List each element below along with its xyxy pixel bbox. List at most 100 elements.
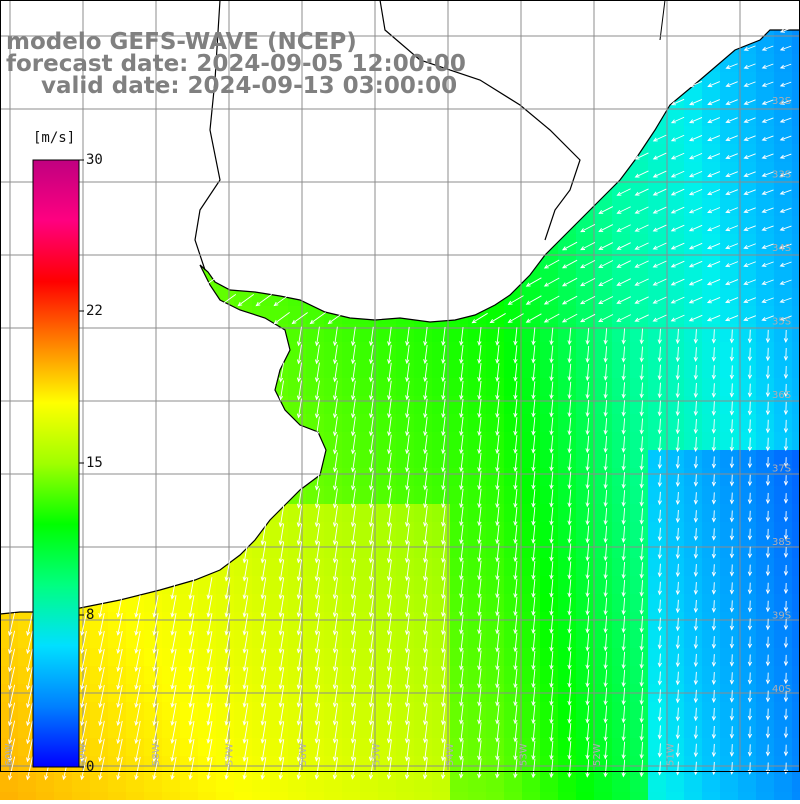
- speed-cell: [630, 486, 648, 504]
- valid-date: valid date: 2024-09-13 03:00:00: [41, 74, 457, 98]
- speed-cell: [792, 216, 800, 234]
- speed-cell: [450, 612, 468, 630]
- speed-cell: [738, 468, 756, 486]
- speed-cell: [432, 792, 450, 800]
- speed-cell: [576, 486, 594, 504]
- speed-cell: [774, 126, 792, 144]
- speed-cell: [720, 648, 738, 666]
- speed-cell: [576, 702, 594, 720]
- speed-cell: [702, 270, 720, 288]
- speed-cell: [666, 126, 684, 144]
- speed-cell: [792, 576, 800, 594]
- speed-cell: [324, 792, 342, 800]
- lon-label: 60W: [4, 743, 15, 766]
- speed-cell: [774, 72, 792, 90]
- speed-cell: [720, 504, 738, 522]
- speed-cell: [306, 504, 324, 522]
- speed-cell: [468, 396, 486, 414]
- speed-cell: [306, 774, 324, 792]
- speed-cell: [630, 576, 648, 594]
- speed-cell: [414, 576, 432, 594]
- speed-cell: [342, 360, 360, 378]
- speed-cell: [342, 522, 360, 540]
- speed-cell: [792, 792, 800, 800]
- speed-cell: [396, 378, 414, 396]
- speed-cell: [18, 792, 36, 800]
- speed-cell: [486, 666, 504, 684]
- speed-cell: [450, 486, 468, 504]
- speed-cell: [648, 522, 666, 540]
- speed-cell: [774, 792, 792, 800]
- speed-cell: [288, 666, 306, 684]
- speed-cell: [522, 522, 540, 540]
- speed-cell: [54, 792, 72, 800]
- speed-cell: [234, 612, 252, 630]
- speed-cell: [414, 504, 432, 522]
- lat-label: 40S: [772, 684, 791, 695]
- speed-cell: [612, 738, 630, 756]
- speed-cell: [306, 360, 324, 378]
- speed-cell: [576, 324, 594, 342]
- speed-cell: [756, 648, 774, 666]
- speed-cell: [378, 450, 396, 468]
- speed-cell: [612, 360, 630, 378]
- speed-cell: [612, 432, 630, 450]
- speed-cell: [738, 198, 756, 216]
- speed-cell: [504, 324, 522, 342]
- speed-cell: [774, 594, 792, 612]
- speed-cell: [666, 468, 684, 486]
- speed-cell: [792, 630, 800, 648]
- speed-cell: [756, 360, 774, 378]
- speed-cell: [756, 288, 774, 306]
- speed-cell: [234, 630, 252, 648]
- speed-cell: [540, 324, 558, 342]
- speed-cell: [774, 504, 792, 522]
- speed-cell: [522, 450, 540, 468]
- speed-cell: [522, 576, 540, 594]
- speed-cell: [522, 468, 540, 486]
- speed-cell: [684, 324, 702, 342]
- speed-cell: [666, 414, 684, 432]
- lon-label: 52W: [592, 743, 603, 766]
- speed-cell: [720, 792, 738, 800]
- speed-cell: [738, 234, 756, 252]
- speed-cell: [342, 324, 360, 342]
- speed-cell: [396, 468, 414, 486]
- speed-cell: [792, 720, 800, 738]
- speed-cell: [756, 738, 774, 756]
- speed-cell: [720, 162, 738, 180]
- speed-cell: [666, 702, 684, 720]
- speed-cell: [540, 468, 558, 486]
- speed-cell: [504, 342, 522, 360]
- speed-cell: [522, 792, 540, 800]
- speed-cell: [0, 792, 18, 800]
- speed-cell: [738, 450, 756, 468]
- speed-cell: [792, 504, 800, 522]
- speed-cell: [594, 648, 612, 666]
- speed-cell: [612, 522, 630, 540]
- speed-cell: [468, 324, 486, 342]
- lat-label: 36S: [772, 390, 791, 401]
- speed-cell: [792, 450, 800, 468]
- colorbar-unit: [m/s]: [33, 130, 75, 146]
- speed-cell: [378, 630, 396, 648]
- speed-cell: [396, 630, 414, 648]
- speed-cell: [648, 324, 666, 342]
- speed-cell: [306, 558, 324, 576]
- speed-cell: [468, 648, 486, 666]
- speed-cell: [666, 774, 684, 792]
- speed-cell: [450, 702, 468, 720]
- speed-cell: [486, 540, 504, 558]
- speed-cell: [738, 648, 756, 666]
- speed-cell: [576, 270, 594, 288]
- speed-cell: [486, 594, 504, 612]
- speed-cell: [666, 630, 684, 648]
- speed-cell: [630, 432, 648, 450]
- speed-cell: [432, 468, 450, 486]
- speed-cell: [540, 576, 558, 594]
- speed-cell: [270, 594, 288, 612]
- speed-cell: [288, 504, 306, 522]
- speed-cell: [468, 576, 486, 594]
- speed-cell: [414, 324, 432, 342]
- speed-cell: [738, 360, 756, 378]
